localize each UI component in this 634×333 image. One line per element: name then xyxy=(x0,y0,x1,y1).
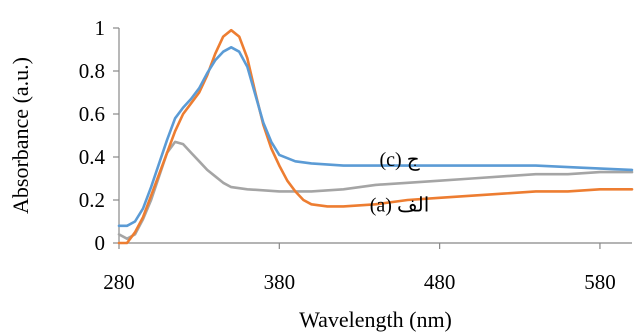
x-tick-label: 480 xyxy=(424,270,456,294)
y-axis-title: Absorbance (a.u.) xyxy=(8,57,33,214)
annotation-group: (c) ج (a) الف xyxy=(370,149,430,216)
series-line xyxy=(117,46,634,228)
x-tick-label: 580 xyxy=(584,270,616,294)
series-group xyxy=(117,28,634,245)
x-tick-label: 380 xyxy=(264,270,296,294)
y-tick-label: 0.2 xyxy=(79,188,105,212)
y-tick-label: 0.8 xyxy=(79,59,105,83)
y-tick-label: 0.6 xyxy=(79,102,105,126)
series-annotation: (a) الف xyxy=(370,194,430,216)
y-tick-label: 1 xyxy=(95,16,106,40)
y-tick-label: 0 xyxy=(95,231,106,255)
x-tick-label: 280 xyxy=(103,270,135,294)
x-axis-ticks: 280 380 480 580 xyxy=(103,243,616,294)
y-axis-ticks: 0 0.2 0.4 0.6 0.8 1 xyxy=(79,16,119,255)
x-axis-title: Wavelength (nm) xyxy=(299,307,452,332)
series-annotation: (c) ج xyxy=(379,149,419,171)
y-tick-label: 0.4 xyxy=(79,145,106,169)
